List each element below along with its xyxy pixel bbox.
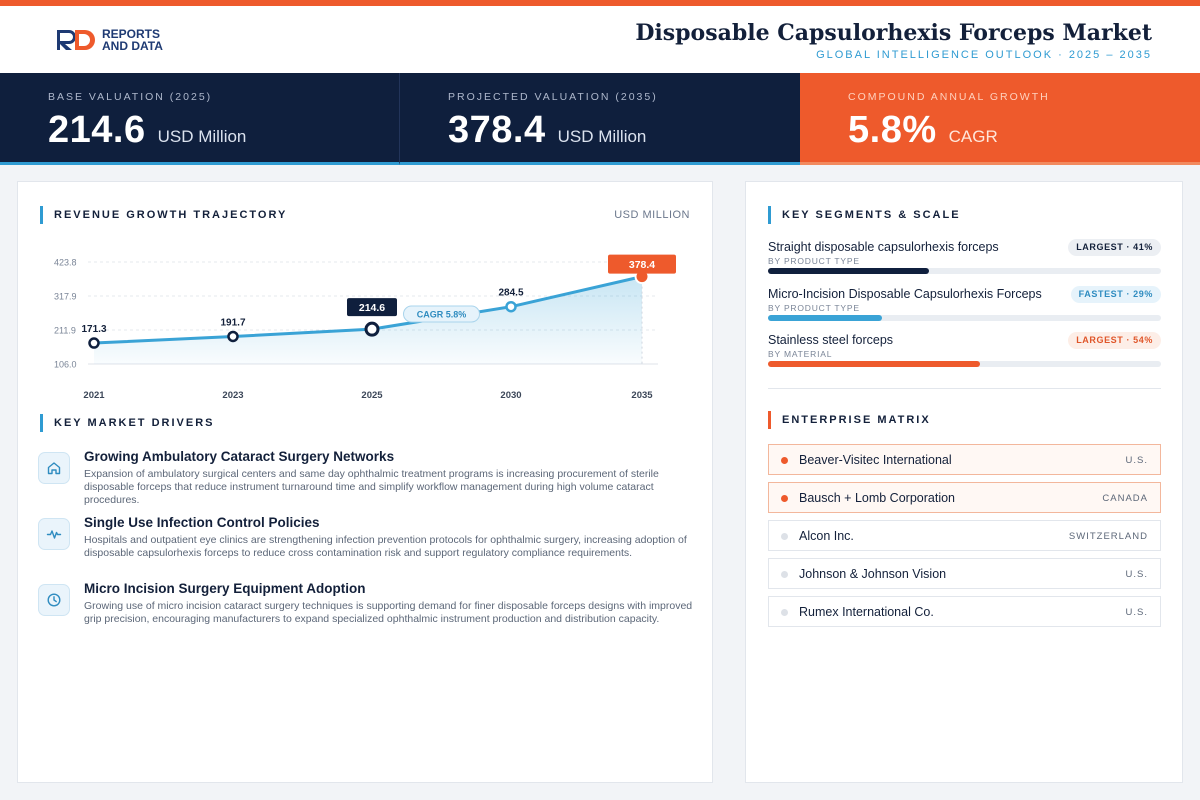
page-header: REPORTS AND DATA Disposable Capsulorhexi… (0, 6, 1200, 73)
segments-section-title: KEY SEGMENTS & SCALE (768, 206, 961, 224)
company-name: Rumex International Co. (799, 605, 934, 619)
company-country: U.S. (1125, 607, 1148, 618)
data-point (364, 321, 380, 337)
company-name: Beaver-Visitec International (799, 453, 952, 467)
company-logo: REPORTS AND DATA (55, 28, 163, 52)
company-dot-icon (781, 609, 788, 616)
data-label-box (608, 254, 676, 274)
x-tick-label: 2023 (222, 390, 243, 401)
y-tick-label: 106.0 (54, 360, 77, 370)
drivers-section-title: KEY MARKET DRIVERS (40, 414, 214, 432)
segment-name: Micro-Incision Disposable Capsulorhexis … (768, 287, 1042, 301)
company-name: Alcon Inc. (799, 529, 854, 543)
company-dot-icon (781, 571, 788, 578)
segment-share-fill (768, 268, 930, 274)
segment-share-fill (768, 361, 981, 367)
kpi-projected-valuation: PROJECTED VALUATION (2035) 378.4 USD Mil… (400, 73, 800, 165)
logo-line-2: AND DATA (102, 39, 163, 53)
segment-name: Straight disposable capsulorhexis forcep… (768, 240, 999, 254)
cagr-annotation: CAGR 5.8% (417, 310, 467, 320)
kpi-cagr: COMPOUND ANNUAL GROWTH 5.8% CAGR (800, 73, 1200, 165)
x-tick-label: 2025 (361, 390, 383, 401)
company-row[interactable]: Beaver-Visitec International U.S. (768, 444, 1161, 475)
data-label-box (347, 298, 397, 317)
company-row[interactable]: Bausch + Lomb Corporation CANADA (768, 482, 1161, 513)
company-row[interactable]: Johnson & Johnson Vision U.S. (768, 558, 1161, 589)
company-country: CANADA (1102, 493, 1148, 504)
data-label: 378.4 (629, 259, 655, 271)
page-subtitle: GLOBAL INTELLIGENCE OUTLOOK · 2025 – 203… (816, 49, 1152, 61)
segment-name: Stainless steel forceps (768, 333, 894, 347)
kpi-base-valuation: BASE VALUATION (2025) 214.6 USD Million (0, 73, 400, 165)
company-row[interactable]: Rumex International Co. U.S. (768, 596, 1161, 627)
trajectory-drivers-card: REVENUE GROWTH TRAJECTORY USD MILLION 10… (17, 181, 713, 783)
driver-description: Hospitals and outpatient eye clinics are… (84, 534, 687, 559)
data-label: 191.7 (220, 317, 245, 328)
company-dot-icon (781, 457, 788, 464)
driver-title: Single Use Infection Control Policies (84, 515, 320, 530)
revenue-trajectory-chart: 106.0 211.9 317.9 423.8 2021 2023 2025 2030 2035… (54, 254, 676, 401)
x-tick-label: 2021 (83, 390, 105, 401)
company-name: Johnson & Johnson Vision (799, 567, 947, 581)
company-country: U.S. (1125, 569, 1148, 580)
segment-badge: LARGEST · 54% (1068, 332, 1161, 349)
data-label: 214.6 (359, 302, 385, 314)
y-tick-label: 211.9 (54, 326, 76, 336)
company-row[interactable]: Alcon Inc. SWITZERLAND (768, 520, 1161, 551)
kpi-value: 214.6 (48, 109, 146, 151)
segment-share-track (768, 315, 1161, 321)
logo-wordmark: REPORTS AND DATA (102, 28, 163, 52)
chart-area-fill (94, 276, 642, 364)
company-dot-icon (781, 495, 788, 502)
kpi-label: BASE VALUATION (2025) (48, 91, 213, 103)
trajectory-section-title: REVENUE GROWTH TRAJECTORY (40, 206, 287, 224)
segment-category: BY PRODUCT TYPE (768, 256, 860, 266)
y-tick-label: 423.8 (54, 258, 77, 268)
company-country: U.S. (1125, 455, 1148, 466)
company-country: SWITZERLAND (1068, 531, 1148, 542)
y-tick-label: 317.9 (54, 291, 77, 301)
chart-unit-label: USD MILLION (614, 209, 690, 221)
data-label: 171.3 (81, 324, 106, 335)
driver-description: Growing use of micro incision cataract s… (84, 600, 693, 625)
kpi-value: 378.4 (448, 109, 546, 151)
accent-top-bar (0, 0, 1200, 6)
kpi-unit: USD Million (157, 127, 247, 146)
driver-title: Growing Ambulatory Cataract Surgery Netw… (84, 449, 395, 464)
logo-line-1: REPORTS (102, 27, 161, 41)
company-name: Bausch + Lomb Corporation (799, 491, 955, 505)
segment-share-fill (768, 315, 882, 321)
section-divider (768, 388, 1161, 389)
matrix-section-title: ENTERPRISE MATRIX (768, 411, 931, 429)
data-label: 284.5 (498, 288, 523, 299)
home-icon (38, 452, 70, 484)
kpi-unit: USD Million (557, 127, 647, 146)
segments-matrix-card: KEY SEGMENTS & SCALE Straight disposable… (745, 181, 1183, 783)
kpi-strip: BASE VALUATION (2025) 214.6 USD Million … (0, 73, 1200, 165)
segment-share-track (768, 361, 1161, 367)
clock-icon (38, 584, 70, 616)
segment-category: BY MATERIAL (768, 349, 833, 359)
driver-title: Micro Incision Surgery Equipment Adoptio… (84, 581, 366, 596)
driver-description: Expansion of ambulatory surgical centers… (84, 468, 659, 506)
data-point (505, 300, 517, 313)
logo-mark-icon (57, 30, 95, 50)
kpi-label: COMPOUND ANNUAL GROWTH (848, 91, 1050, 103)
page-title: Disposable Capsulorhexis Forceps Market (635, 20, 1152, 46)
segment-badge: LARGEST · 41% (1068, 239, 1161, 256)
cagr-annotation-pill (403, 305, 480, 323)
company-dot-icon (781, 533, 788, 540)
pulse-icon (38, 518, 70, 550)
kpi-label: PROJECTED VALUATION (2035) (448, 91, 658, 103)
data-point (227, 330, 239, 343)
x-tick-label: 2030 (500, 390, 521, 401)
data-point (88, 337, 100, 349)
kpi-unit: CAGR (948, 127, 998, 146)
segment-badge: FASTEST · 29% (1070, 286, 1161, 303)
segment-share-track (768, 268, 1161, 274)
segment-category: BY PRODUCT TYPE (768, 303, 860, 313)
kpi-value: 5.8% (848, 109, 937, 151)
x-tick-label: 2035 (631, 390, 653, 401)
